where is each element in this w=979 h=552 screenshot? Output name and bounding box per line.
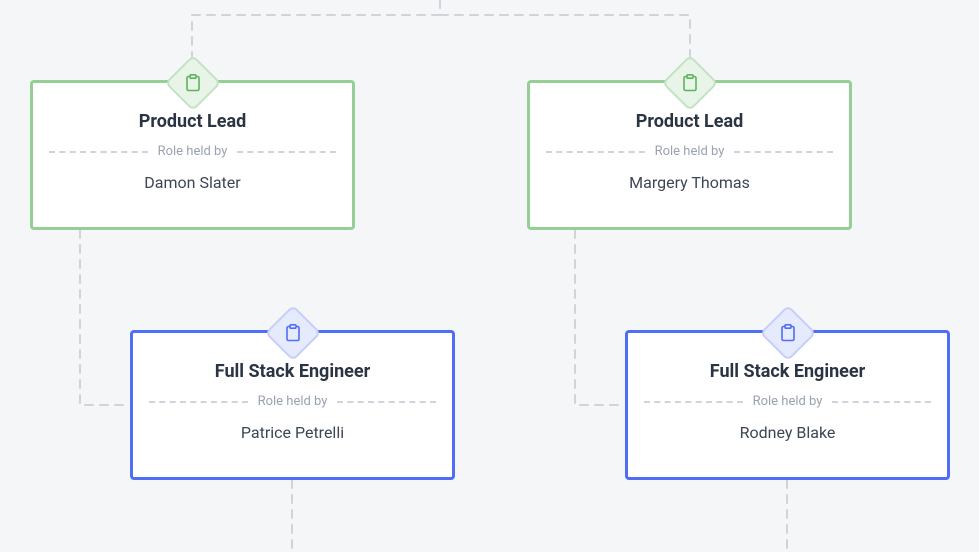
role-title: Full Stack Engineer [215,361,370,382]
role-subtext: Role held by [655,144,725,159]
role-subtext-row: Role held by [149,394,436,409]
person-name: Patrice Petrelli [241,423,344,442]
person-name: Margery Thomas [629,173,750,192]
person-name: Rodney Blake [740,423,836,442]
role-title: Product Lead [139,111,246,132]
role-title: Full Stack Engineer [710,361,865,382]
org-node-fs1[interactable]: Full Stack Engineer Role held by Patrice P… [130,330,455,480]
org-node-pl1[interactable]: Product Lead Role held by Damon Slater [30,80,355,230]
org-chart-canvas: Product LeadRole held byDamon SlaterProd… [0,0,979,552]
clipboard-icon [759,305,816,362]
role-subtext-row: Role held by [644,394,931,409]
role-subtext: Role held by [753,394,823,409]
role-subtext: Role held by [258,394,328,409]
role-title: Product Lead [636,111,743,132]
clipboard-icon [661,55,718,112]
role-subtext-row: Role held by [546,144,833,159]
org-node-fs2[interactable]: Full Stack Engineer Role held by Rodney Bl… [625,330,950,480]
org-node-pl2[interactable]: Product Lead Role held by Margery Thomas [527,80,852,230]
clipboard-icon [264,305,321,362]
person-name: Damon Slater [144,173,240,192]
role-subtext: Role held by [158,144,228,159]
clipboard-icon [164,55,221,112]
role-subtext-row: Role held by [49,144,336,159]
